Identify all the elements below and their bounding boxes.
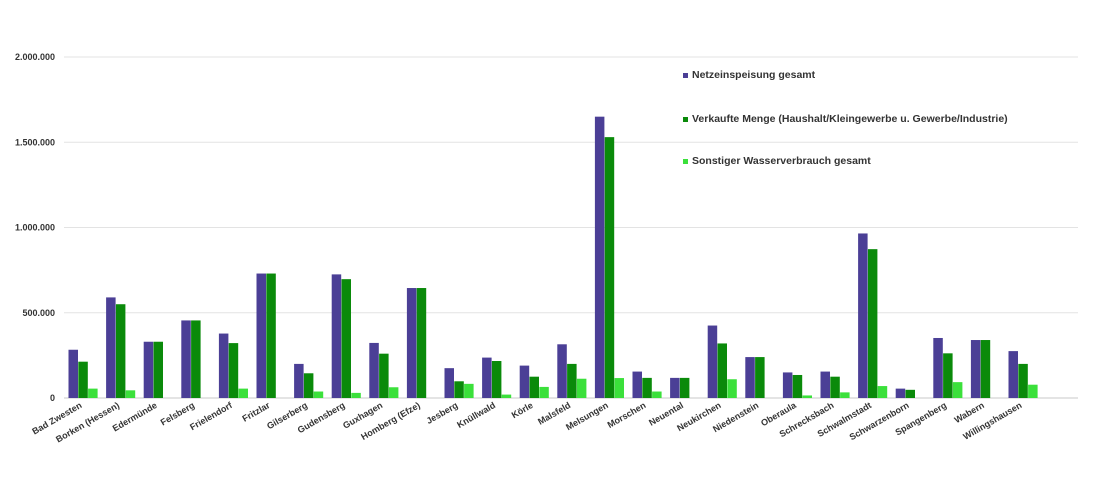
- bar-1: [143, 341, 154, 398]
- bar-3: [877, 386, 888, 398]
- x-tick-label: Borken (Hessen): [54, 400, 121, 444]
- bar-2: [303, 373, 314, 398]
- bar-1: [895, 388, 906, 398]
- bar-2: [642, 377, 652, 398]
- x-tick-label: Körle: [510, 400, 535, 420]
- bar-2: [78, 361, 88, 398]
- y-tick-label: 500.000: [22, 308, 55, 318]
- legend-swatch: [683, 159, 688, 164]
- bar-2: [604, 137, 615, 398]
- bar-3: [501, 394, 512, 398]
- bar-1: [670, 377, 680, 398]
- bar-2: [792, 374, 803, 398]
- bars: [68, 116, 1038, 399]
- bar-3: [539, 386, 549, 398]
- gridlines: [64, 56, 1078, 399]
- bar-1: [218, 333, 229, 398]
- bar-3: [313, 391, 324, 398]
- bar-2: [679, 377, 690, 398]
- bar-2: [905, 389, 915, 398]
- bar-3: [840, 392, 850, 398]
- bar-1: [68, 349, 78, 398]
- bar-3: [238, 388, 248, 398]
- legend-label: Netzeinspeisung gesamt: [692, 69, 816, 81]
- bar-3: [388, 387, 399, 398]
- y-axis-ticks: 0 500.000 1.000.000 1.500.000 2.000.000: [15, 52, 55, 403]
- bar-3: [125, 390, 136, 398]
- bar-3: [576, 378, 587, 398]
- bar-1: [970, 340, 981, 398]
- bar-3: [351, 392, 361, 398]
- bar-2: [529, 376, 539, 398]
- bar-3: [652, 391, 662, 398]
- bar-1: [482, 357, 492, 398]
- legend-swatch: [683, 73, 688, 78]
- bar-1: [782, 372, 793, 398]
- x-tick-label: Morschen: [606, 400, 648, 430]
- bar-2: [867, 249, 878, 398]
- bar-2: [943, 353, 953, 398]
- x-tick-label: Frielendorf: [188, 400, 235, 433]
- bar-1: [256, 273, 266, 398]
- bar-3: [1028, 384, 1038, 398]
- bar-3: [614, 378, 624, 398]
- bar-2: [153, 341, 163, 398]
- x-tick-label: Knüllwald: [455, 400, 497, 430]
- bar-1: [858, 233, 868, 398]
- bar-1: [331, 274, 342, 398]
- bar-1: [1008, 351, 1018, 398]
- bar-1: [519, 365, 530, 398]
- bar-1: [632, 371, 642, 398]
- legend-label: Verkaufte Menge (Haushalt/Kleingewerbe u…: [692, 113, 1008, 125]
- legend: Netzeinspeisung gesamt Verkaufte Menge (H…: [683, 69, 1008, 167]
- bar-2: [491, 361, 502, 398]
- legend-swatch: [683, 117, 688, 122]
- bar-1: [444, 368, 454, 398]
- bar-3: [952, 382, 963, 398]
- bar-3: [802, 395, 812, 398]
- y-tick-label: 2.000.000: [15, 52, 55, 62]
- bar-1: [557, 344, 567, 398]
- bar-1: [820, 371, 830, 398]
- bar-2: [115, 304, 126, 398]
- legend-label: Sonstiger Wasserverbrauch gesamt: [692, 155, 871, 167]
- bar-1: [294, 363, 304, 398]
- x-tick-label: Fritzlar: [241, 400, 272, 424]
- bar-1: [594, 116, 605, 399]
- bar-1: [745, 357, 755, 398]
- bar-2: [567, 363, 577, 398]
- bar-1: [181, 320, 191, 398]
- y-tick-label: 1.500.000: [15, 137, 55, 147]
- bar-1: [406, 288, 417, 398]
- bar-1: [933, 337, 943, 398]
- bar-3: [727, 379, 737, 398]
- bar-3: [88, 388, 98, 398]
- y-tick-label: 0: [50, 393, 55, 403]
- bar-2: [266, 273, 276, 398]
- bar-2: [379, 353, 389, 398]
- bar-2: [717, 343, 727, 398]
- y-tick-label: 1.000.000: [15, 223, 55, 233]
- x-tick-label: Jesberg: [425, 400, 460, 426]
- bar-2: [980, 340, 991, 398]
- x-tick-label: Melsungen: [564, 400, 610, 432]
- bar-1: [369, 342, 379, 398]
- bar-2: [1018, 363, 1028, 398]
- bar-2: [228, 343, 239, 398]
- bar-2: [341, 279, 351, 398]
- bar-3: [464, 383, 474, 398]
- bar-2: [830, 376, 840, 398]
- bar-1: [106, 297, 116, 398]
- bar-2: [755, 357, 765, 398]
- bar-1: [707, 325, 718, 398]
- bar-2: [191, 320, 201, 398]
- bar-2: [416, 288, 427, 398]
- bar-2: [454, 381, 464, 398]
